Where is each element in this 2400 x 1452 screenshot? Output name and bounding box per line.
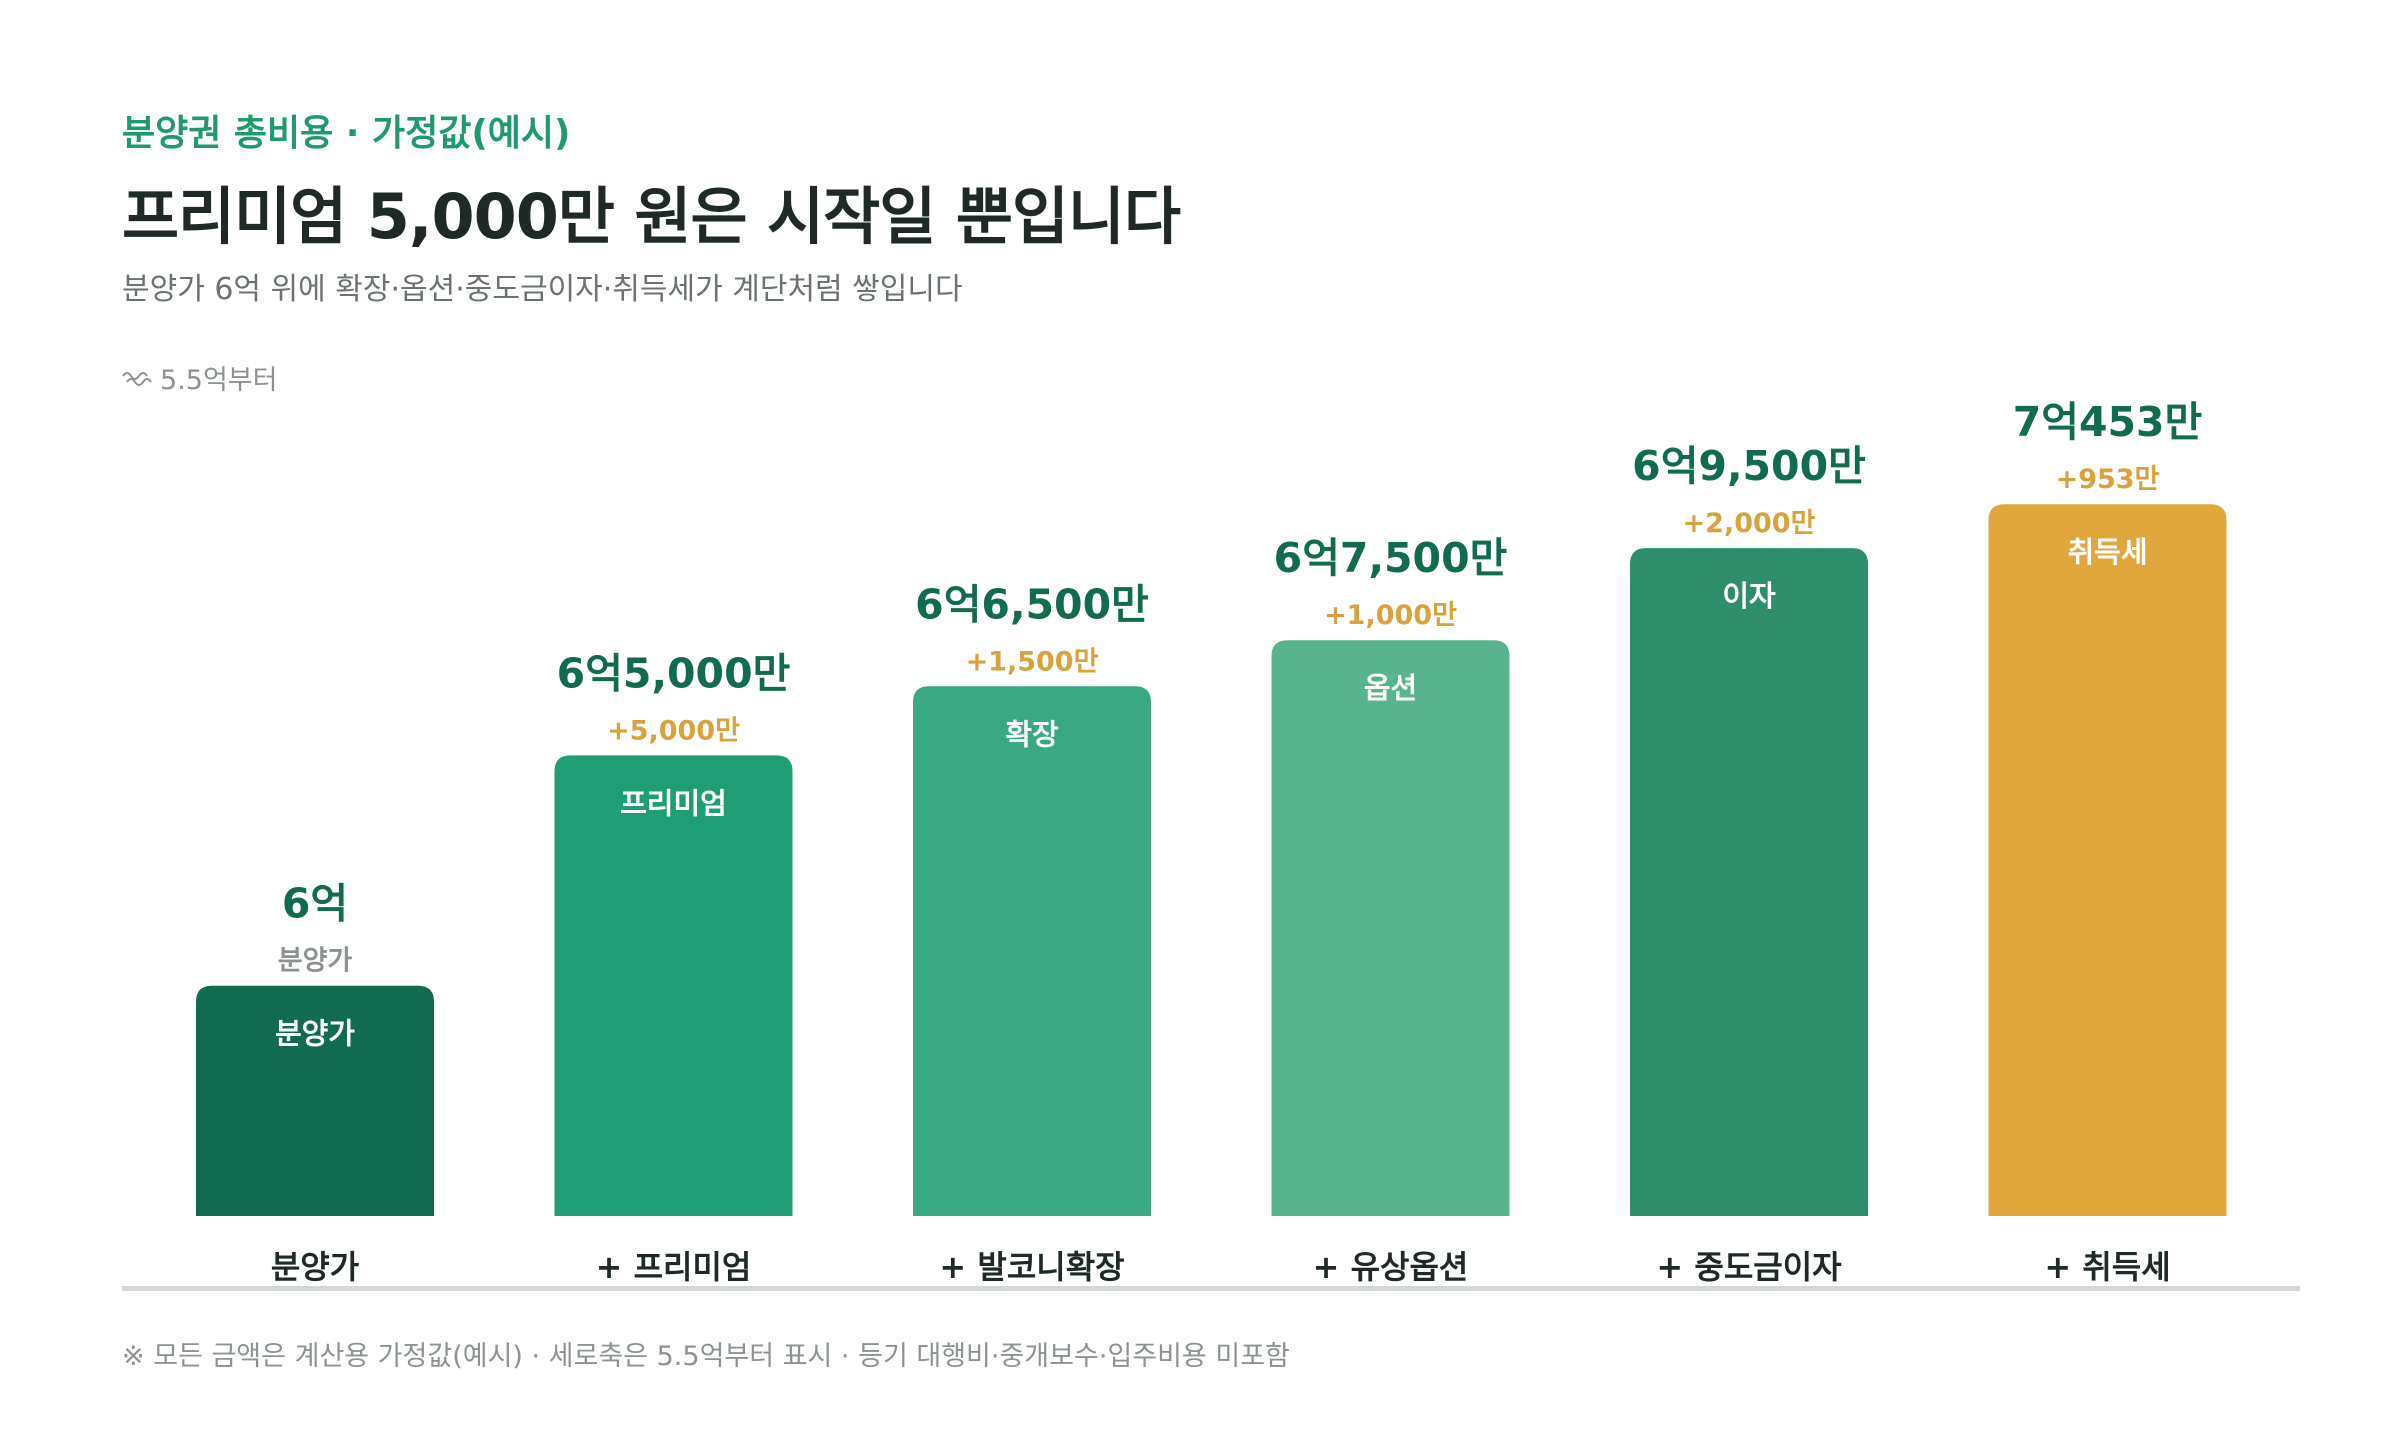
category-label-3: + 유상옵션 bbox=[1313, 1248, 1469, 1286]
category-label-4: + 중도금이자 bbox=[1656, 1248, 1842, 1286]
category-label-1: + 프리미엄 bbox=[596, 1248, 752, 1286]
chart-footnote: ※ 모든 금액은 계산용 가정값(예시) · 세로축은 5.5억부터 표시 · … bbox=[122, 1341, 1290, 1372]
increment-label-0: 분양가 bbox=[278, 946, 353, 977]
bar-inner-label-0: 분양가 bbox=[275, 1017, 355, 1051]
x-axis-line bbox=[122, 1286, 2300, 1291]
increment-label-1: +5,000만 bbox=[607, 715, 740, 746]
bar-0 bbox=[196, 985, 434, 1216]
category-label-0: 분양가 bbox=[271, 1248, 359, 1286]
category-label-5: + 취득세 bbox=[2044, 1248, 2170, 1286]
value-label-3: 6억7,500만 bbox=[1274, 534, 1508, 582]
chart-subtitle: 분양가 6억 위에 확장·옵션·중도금이자·취득세가 계단처럼 쌓입니다 bbox=[122, 272, 963, 307]
bar-4 bbox=[1630, 548, 1868, 1216]
bar-inner-label-2: 확장 bbox=[1005, 717, 1059, 751]
value-label-0: 6억 bbox=[282, 880, 348, 928]
bar-inner-label-3: 옵션 bbox=[1364, 671, 1417, 705]
axis-break-note: 5.5억부터 bbox=[122, 358, 277, 397]
increment-label-4: +2,000만 bbox=[1683, 508, 1816, 539]
increment-label-3: +1,000만 bbox=[1324, 600, 1457, 631]
bar-5 bbox=[1988, 504, 2227, 1216]
axis-break-icon bbox=[122, 371, 152, 386]
increment-label-5: +953만 bbox=[2056, 464, 2160, 495]
chart-headline: 프리미엄 5,000만 원은 시작일 뿐입니다 bbox=[122, 180, 1181, 253]
increment-label-2: +1,500만 bbox=[966, 646, 1099, 677]
bar-inner-label-5: 취득세 bbox=[2067, 535, 2147, 569]
bar-1 bbox=[554, 755, 793, 1216]
bar-inner-label-4: 이자 bbox=[1722, 579, 1776, 613]
value-label-5: 7억453만 bbox=[2013, 398, 2203, 446]
axis-break-label: 5.5억부터 bbox=[160, 365, 278, 396]
value-label-2: 6억6,500만 bbox=[915, 580, 1149, 628]
bar-3 bbox=[1271, 640, 1510, 1216]
bar-2 bbox=[913, 686, 1151, 1216]
chart-eyebrow: 분양권 총비용 · 가정값(예시) bbox=[122, 113, 571, 154]
category-label-2: + 발코니확장 bbox=[939, 1248, 1124, 1286]
value-label-4: 6억9,500만 bbox=[1632, 442, 1866, 490]
value-label-1: 6억5,000만 bbox=[557, 649, 791, 697]
bar-inner-label-1: 프리미엄 bbox=[620, 786, 727, 820]
